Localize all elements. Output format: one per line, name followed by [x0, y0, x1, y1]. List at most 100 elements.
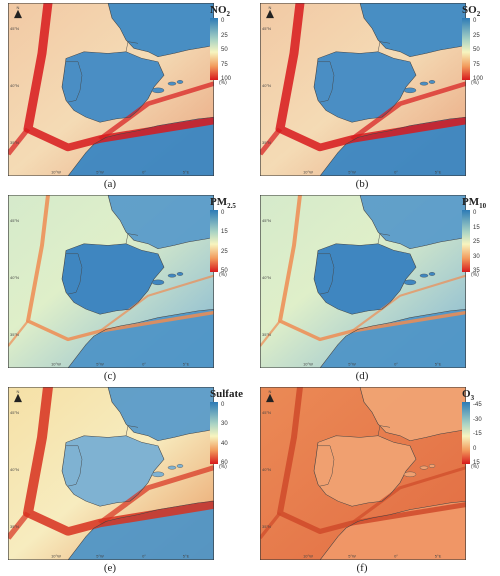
legend-tick: 30 — [221, 421, 228, 428]
legend-tick: 50 — [221, 47, 228, 53]
longitude-label: 10°W — [303, 363, 313, 367]
legend-title-subscript: 10 — [479, 202, 487, 211]
latitude-label: 45°N — [10, 411, 19, 415]
latitude-label: 40°N — [262, 84, 271, 88]
longitude-label: 10°W — [51, 363, 61, 367]
map-panel: 45°N 40°N 35°N 10°W 5°W 0° 5°E PM2.5 0 15 25 50 (%) (… — [0, 192, 248, 384]
panel-caption: (f) — [356, 562, 368, 574]
legend-colorbar — [210, 402, 218, 464]
legend-tick: 0 — [473, 210, 477, 216]
legend-title-subscript: 2.5 — [227, 202, 236, 211]
latitude-label: 40°N — [262, 276, 271, 280]
map-panel: N 45°N 40°N 35°N 10°W 5°W 0° 5°E SO2 0 25 50 75 100 (%… — [252, 0, 500, 192]
panel-caption: (a) — [103, 178, 117, 190]
north-arrow-icon: N — [266, 390, 274, 403]
longitude-label: 10°W — [303, 555, 313, 559]
concentration-map: N 45°N 40°N 35°N 10°W 5°W 0° 5°E — [260, 387, 466, 560]
legend-tick: -15 — [473, 431, 482, 437]
legend-tick: 50 — [221, 268, 228, 274]
map-panel: N 45°N 40°N 35°N 10°W 5°W 0° 5°E NO2 0 25 50 75 100 (%… — [0, 0, 248, 192]
latitude-label: 35°N — [10, 525, 19, 529]
panel-caption: (c) — [103, 370, 117, 382]
legend-tick: 75 — [473, 61, 480, 68]
legend-tick: 40 — [221, 440, 228, 447]
legend-title-text: PM — [462, 196, 480, 208]
panel-caption: (e) — [103, 562, 117, 574]
legend-title-subscript: 3 — [470, 394, 475, 403]
legend-tick: -45 — [473, 402, 482, 408]
legend-tick: 30 — [473, 253, 480, 260]
legend-colorbar — [462, 18, 470, 80]
legend-unit: (%) — [471, 80, 479, 86]
legend-tick: -30 — [473, 416, 482, 423]
latitude-label: 35°N — [10, 141, 19, 145]
svg-text:N: N — [17, 6, 20, 10]
latitude-label: 45°N — [10, 27, 19, 31]
map-panel: N 45°N 40°N 35°N 10°W 5°W 0° 5°E Sulfate 0 30 40 60(… — [0, 384, 248, 576]
north-arrow-icon: N — [14, 6, 22, 19]
legend-unit: (%) — [219, 464, 227, 470]
longitude-label: 5°E — [183, 171, 190, 175]
north-arrow-icon: N — [14, 390, 22, 403]
longitude-label: 10°W — [51, 555, 61, 559]
longitude-label: 0° — [142, 363, 146, 367]
latitude-label: 35°N — [262, 141, 271, 145]
concentration-map: N 45°N 40°N 35°N 10°W 5°W 0° 5°E — [8, 387, 214, 560]
svg-text:N: N — [269, 390, 272, 394]
legend-tick: 25 — [221, 32, 228, 39]
longitude-label: 5°W — [348, 363, 356, 367]
legend-tick: 15 — [473, 224, 480, 231]
latitude-label: 40°N — [10, 468, 19, 472]
legend-unit: (%) — [219, 272, 227, 278]
legend-title: NO2 — [210, 4, 230, 18]
concentration-map: 45°N 40°N 35°N 10°W 5°W 0° 5°E — [260, 195, 466, 368]
longitude-label: 10°W — [303, 171, 313, 175]
longitude-label: 0° — [394, 363, 398, 367]
latitude-label: 35°N — [10, 333, 19, 337]
latitude-label: 45°N — [262, 219, 271, 223]
legend-tick: 25 — [473, 239, 480, 245]
longitude-label: 0° — [142, 171, 146, 175]
legend-title: SO2 — [462, 4, 480, 18]
legend-title: Sulfate — [210, 388, 243, 400]
legend-tick: 0 — [473, 445, 477, 452]
legend-unit: (%) — [219, 80, 227, 86]
latitude-label: 40°N — [262, 468, 271, 472]
panel-caption: (d) — [355, 370, 369, 382]
legend-tick: 50 — [473, 47, 480, 53]
longitude-label: 5°E — [435, 363, 442, 367]
longitude-label: 5°E — [183, 363, 190, 367]
longitude-label: 5°E — [183, 555, 190, 559]
legend-title-subscript: 2 — [476, 10, 481, 19]
latitude-label: 45°N — [10, 219, 19, 223]
color-legend: O3 -45 -30 -15 0 15 (%) — [462, 388, 500, 478]
longitude-label: 5°E — [435, 171, 442, 175]
longitude-label: 5°W — [96, 171, 104, 175]
map-panel: N 45°N 40°N 35°N 10°W 5°W 0° 5°E O3 -45 -30 -15 0 15(… — [252, 384, 500, 576]
panel-caption: (b) — [355, 178, 369, 190]
color-legend: NO2 0 25 50 75 100 (%) — [210, 4, 248, 94]
legend-colorbar — [462, 402, 470, 464]
longitude-label: 5°W — [96, 555, 104, 559]
north-arrow-icon: N — [266, 6, 274, 19]
legend-tick: 75 — [221, 61, 228, 68]
concentration-map: N 45°N 40°N 35°N 10°W 5°W 0° 5°E — [8, 3, 214, 176]
longitude-label: 5°W — [96, 363, 104, 367]
longitude-label: 0° — [142, 555, 146, 559]
legend-tick: 35 — [473, 268, 480, 274]
longitude-label: 5°E — [435, 555, 442, 559]
legend-unit: (%) — [471, 272, 479, 278]
legend-colorbar — [210, 18, 218, 80]
map-panel: 45°N 40°N 35°N 10°W 5°W 0° 5°E PM10 0 15 25 30 35 (%)… — [252, 192, 500, 384]
legend-colorbar — [462, 210, 470, 272]
concentration-map: N 45°N 40°N 35°N 10°W 5°W 0° 5°E — [260, 3, 466, 176]
legend-tick: 100 — [221, 76, 232, 82]
legend-tick: 0 — [221, 210, 225, 216]
legend-tick: 60 — [221, 460, 228, 466]
legend-title: O3 — [462, 388, 474, 402]
legend-colorbar — [210, 210, 218, 272]
latitude-label: 40°N — [10, 276, 19, 280]
svg-text:N: N — [269, 6, 272, 10]
legend-title-text: SO — [462, 4, 477, 16]
latitude-label: 40°N — [10, 84, 19, 88]
